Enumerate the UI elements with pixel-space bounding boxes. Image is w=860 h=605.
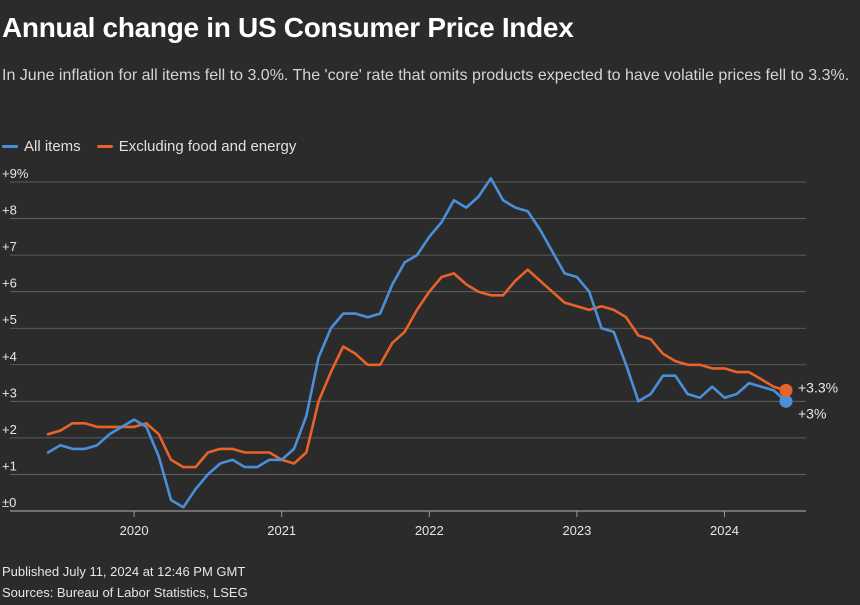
endpoint-all-items: [779, 394, 793, 408]
y-tick-label: +4: [2, 349, 17, 364]
y-tick-label: ±0: [2, 495, 16, 510]
legend-swatch-core: [96, 145, 113, 148]
line-series-all-items: [46, 176, 788, 509]
series-lines: [46, 176, 788, 509]
legend-label-all-items: All items: [24, 138, 81, 155]
x-tick-label: 2020: [120, 523, 149, 538]
x-axis: 2020 2021 2022 2023 2024: [120, 511, 739, 538]
y-tick-label: +1: [2, 458, 17, 473]
sources-note: Sources: Bureau of Labor Statistics, LSE…: [2, 585, 248, 600]
x-tick-label: 2022: [415, 523, 444, 538]
chart-subtitle: In June inflation for all items fell to …: [2, 67, 850, 84]
grid-lines: [10, 181, 806, 512]
endpoint-core: [779, 383, 793, 397]
legend-label-core: Excluding food and energy: [118, 138, 297, 155]
x-tick-label: 2023: [562, 523, 591, 538]
y-tick-label: +8: [2, 203, 17, 218]
y-tick-label: +9%: [2, 166, 29, 181]
legend: All items Excluding food and energy: [2, 138, 296, 155]
y-tick-label: +5: [2, 312, 17, 327]
y-tick-label: +7: [2, 239, 17, 254]
y-axis-tick-labels: ±0 +1 +2 +3 +4 +5 +6 +7 +8 +9%: [2, 166, 29, 510]
legend-swatch-all-items: [2, 145, 18, 148]
y-tick-label: +2: [2, 422, 17, 437]
legend-item-core: Excluding food and energy: [96, 138, 297, 155]
end-label-core: +3.3%: [798, 379, 838, 395]
end-label-all-items: +3%: [798, 405, 826, 421]
line-chart: ±0+1+2+3+4+5+6+7+8+9% 2020 2021 2022 2023 20…: [2, 166, 838, 538]
x-tick-label: 2024: [710, 523, 739, 538]
line-series-core: [46, 268, 788, 469]
y-tick-label: +3: [2, 385, 17, 400]
legend-item-all-items: All items: [2, 138, 81, 155]
chart-title: Annual change in US Consumer Price Index: [2, 12, 574, 43]
y-tick-label: +6: [2, 276, 17, 291]
published-date: Published July 11, 2024 at 12:46 PM GMT: [2, 564, 246, 579]
series-endpoints: +3% +3.3%: [779, 379, 838, 421]
x-tick-label: 2021: [267, 523, 296, 538]
